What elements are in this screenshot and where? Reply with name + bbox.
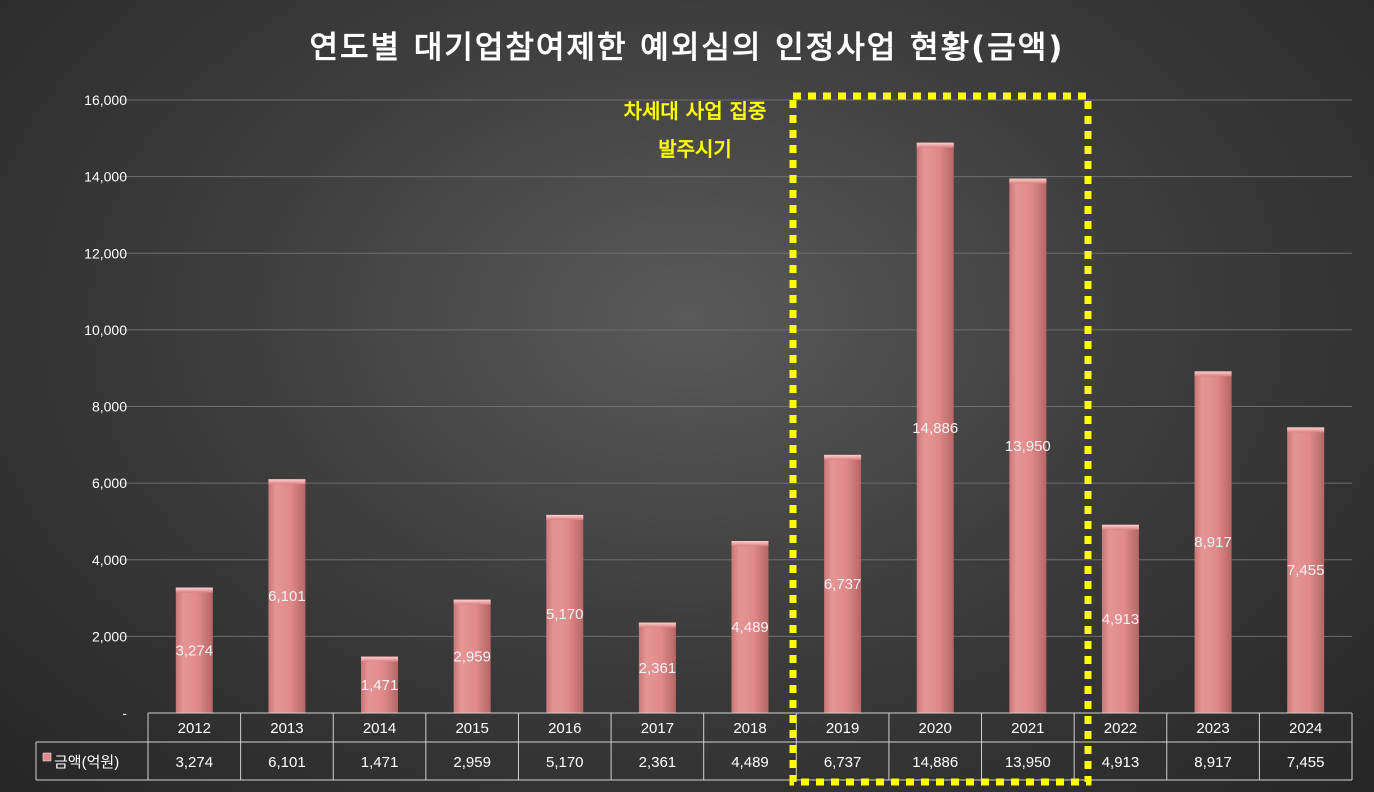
data-label: 4,913 bbox=[1102, 611, 1140, 628]
bar bbox=[1101, 524, 1139, 713]
bar bbox=[1287, 427, 1325, 713]
bar-top-highlight bbox=[916, 142, 954, 148]
x-tick-label: 2023 bbox=[1196, 720, 1229, 737]
x-tick-label: 2017 bbox=[641, 720, 674, 737]
x-tick-label: 2022 bbox=[1104, 720, 1137, 737]
table-value: 5,170 bbox=[546, 754, 584, 771]
bar-top-highlight bbox=[1009, 178, 1047, 184]
table-value: 2,361 bbox=[639, 754, 677, 771]
x-tick-label: 2013 bbox=[270, 720, 303, 737]
y-tick-label: 14,000 bbox=[84, 169, 127, 185]
data-labels: 3,274 6,101 1,471 2,959 5,170 2,361 4,489 6,737… bbox=[176, 420, 1325, 694]
data-table: 2012 3,274 2013 6,101 2014 1,471 2015 2,959 2016… bbox=[35, 712, 1353, 781]
x-tick-label: 2014 bbox=[363, 720, 396, 737]
bar bbox=[361, 656, 399, 713]
data-label: 13,950 bbox=[1005, 438, 1051, 455]
legend-label: 금액(억원) bbox=[54, 754, 119, 771]
data-label: 2,361 bbox=[639, 660, 677, 677]
y-tick-label: 8,000 bbox=[92, 399, 127, 415]
bar-top-highlight bbox=[268, 479, 306, 485]
x-tick-label: 2019 bbox=[826, 720, 859, 737]
bar-top-highlight bbox=[1194, 371, 1232, 377]
table-value: 8,917 bbox=[1194, 754, 1232, 771]
x-tick-label: 2016 bbox=[548, 720, 581, 737]
y-tick-label: 16,000 bbox=[84, 92, 127, 108]
data-label: 7,455 bbox=[1287, 562, 1325, 579]
bar bbox=[824, 454, 862, 713]
annotation-line-1: 차세대 사업 집중 bbox=[623, 99, 767, 123]
y-tick-label: 12,000 bbox=[84, 245, 127, 261]
bar-top-highlight bbox=[638, 622, 676, 628]
bar-top-highlight bbox=[453, 599, 491, 605]
bar bbox=[546, 514, 584, 713]
bar bbox=[916, 142, 954, 714]
bar-top-highlight bbox=[175, 587, 213, 593]
bar-top-highlight bbox=[361, 656, 399, 662]
x-tick-label: 2024 bbox=[1289, 720, 1322, 737]
bar-top-highlight bbox=[1101, 524, 1139, 530]
data-label: 2,959 bbox=[453, 648, 491, 665]
table-value: 6,737 bbox=[824, 754, 862, 771]
table-value: 7,455 bbox=[1287, 754, 1325, 771]
bar bbox=[731, 541, 769, 713]
bars bbox=[175, 142, 1325, 714]
bar bbox=[1009, 178, 1047, 713]
x-tick-label: 2021 bbox=[1011, 720, 1044, 737]
bar-top-highlight bbox=[1287, 427, 1325, 433]
x-tick-label: 2018 bbox=[733, 720, 766, 737]
legend-swatch bbox=[42, 752, 52, 762]
data-label: 6,101 bbox=[268, 588, 306, 605]
data-label: 5,170 bbox=[546, 606, 584, 623]
chart-title: 연도별 대기업참여제한 예외심의 인정사업 현황(금액) bbox=[309, 30, 1065, 66]
y-tick-label: 2,000 bbox=[92, 628, 127, 644]
y-tick-label: 6,000 bbox=[92, 475, 127, 491]
table-value: 3,274 bbox=[176, 754, 214, 771]
annotation-callout: 차세대 사업 집중 발주시기 bbox=[600, 92, 790, 168]
y-tick-label: - bbox=[122, 705, 127, 721]
table-value: 4,913 bbox=[1102, 754, 1140, 771]
x-tick-label: 2012 bbox=[178, 720, 211, 737]
bar bbox=[175, 587, 213, 713]
bar-top-highlight bbox=[731, 541, 769, 547]
table-value: 6,101 bbox=[268, 754, 306, 771]
y-tick-label: 4,000 bbox=[92, 552, 127, 568]
data-label: 6,737 bbox=[824, 576, 862, 593]
highlight-box bbox=[789, 92, 1092, 786]
data-label: 1,471 bbox=[361, 677, 399, 694]
table-value: 1,471 bbox=[361, 754, 399, 771]
table-value: 13,950 bbox=[1005, 754, 1051, 771]
table-value: 14,886 bbox=[912, 754, 958, 771]
y-axis: - 2,000 4,000 6,000 8,000 10,000 12,000 14,000 1… bbox=[84, 92, 127, 721]
bar bbox=[1194, 371, 1232, 713]
data-label: 8,917 bbox=[1194, 534, 1232, 551]
x-tick-label: 2020 bbox=[919, 720, 952, 737]
table-value: 4,489 bbox=[731, 754, 769, 771]
annotation-line-2: 발주시기 bbox=[658, 137, 732, 161]
table-value: 2,959 bbox=[453, 754, 491, 771]
bar-top-highlight bbox=[546, 514, 584, 520]
data-label: 3,274 bbox=[176, 642, 214, 659]
data-label: 4,489 bbox=[731, 619, 769, 636]
y-tick-label: 10,000 bbox=[84, 322, 127, 338]
bar bbox=[268, 479, 306, 713]
x-tick-label: 2015 bbox=[455, 720, 488, 737]
bar bbox=[453, 599, 491, 713]
bar-top-highlight bbox=[824, 454, 862, 460]
highlight-box-rect bbox=[789, 92, 1092, 786]
bar bbox=[638, 622, 676, 713]
data-label: 14,886 bbox=[912, 420, 958, 437]
